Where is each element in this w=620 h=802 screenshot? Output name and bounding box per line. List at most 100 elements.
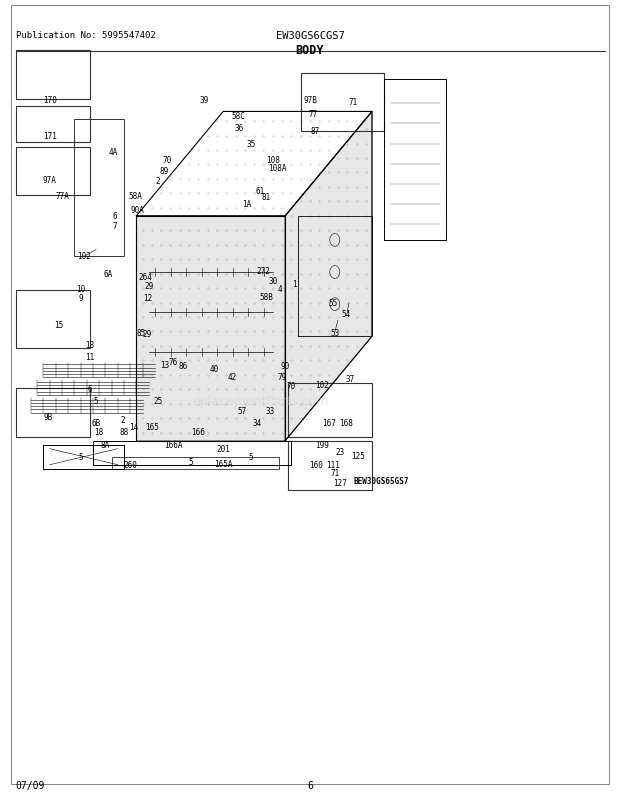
Text: 6: 6 [112,212,117,221]
Text: 76: 76 [169,358,178,367]
Text: 86: 86 [179,362,187,371]
Text: 58A: 58A [128,192,142,201]
Text: 81: 81 [262,192,271,202]
Text: 127: 127 [333,478,347,488]
Text: 71: 71 [330,468,339,478]
Text: 61: 61 [256,186,265,196]
Text: 8A: 8A [101,440,110,450]
Text: 58C: 58C [232,111,246,121]
Text: 88: 88 [120,427,128,436]
Text: 90A: 90A [131,205,144,215]
Text: 39: 39 [200,95,209,105]
Text: 40: 40 [210,364,218,374]
Text: 07/09: 07/09 [16,780,45,790]
Text: 170: 170 [43,95,56,105]
Text: 9: 9 [78,294,83,303]
Bar [16,51,90,100]
Text: 71: 71 [349,98,358,107]
Text: 2: 2 [156,176,161,186]
Text: 77: 77 [309,110,317,119]
Text: 171: 171 [43,132,56,141]
Text: 36: 36 [234,124,243,133]
Text: 30: 30 [268,276,277,286]
Text: 108: 108 [266,156,280,165]
Text: 2: 2 [120,415,125,425]
Text: 54: 54 [342,310,350,319]
Text: 199: 199 [316,440,329,450]
Text: 10: 10 [76,284,85,294]
Text: 70: 70 [163,156,172,165]
Text: 108A: 108A [268,164,287,173]
Text: 87: 87 [311,127,319,136]
Text: 23: 23 [335,447,344,456]
Text: 89: 89 [160,166,169,176]
Text: BEW30GS65GS7: BEW30GS65GS7 [353,476,409,485]
Text: 33: 33 [265,407,274,416]
Text: 42: 42 [228,372,237,382]
Bar [16,148,90,196]
Text: 264: 264 [139,272,153,282]
Text: 4A: 4A [109,148,118,157]
Text: 14: 14 [129,422,138,431]
Text: BODY: BODY [296,44,324,57]
Text: 15: 15 [55,320,63,330]
Text: 165A: 165A [214,459,232,468]
Text: 18: 18 [95,427,104,436]
Text: 13: 13 [160,360,169,370]
Text: 125: 125 [351,451,365,460]
Text: 29: 29 [143,329,151,338]
Text: 53: 53 [330,328,339,338]
Text: 90: 90 [281,362,290,371]
Text: 167: 167 [322,419,335,428]
Text: 12: 12 [143,294,152,303]
Text: 1A: 1A [242,200,251,209]
Text: 57: 57 [237,407,246,416]
Text: 97A: 97A [43,176,56,185]
Text: EW30GS6CGS7: EW30GS6CGS7 [276,30,344,40]
Text: eplacementParts.com: eplacementParts.com [192,395,329,407]
Text: 29: 29 [144,282,153,291]
Text: 166: 166 [192,427,205,436]
Text: 102: 102 [316,380,329,390]
Text: 6: 6 [307,780,313,790]
Text: 166A: 166A [164,440,183,450]
Bar [16,107,90,143]
Text: 272: 272 [257,266,270,276]
Text: 160: 160 [309,460,323,470]
Text: 168: 168 [339,419,353,428]
Text: 165: 165 [145,422,159,431]
Text: 58B: 58B [260,292,273,302]
Text: 5: 5 [78,452,83,462]
Text: 79: 79 [278,372,286,382]
Text: 13: 13 [86,340,94,350]
Text: 7: 7 [112,221,117,231]
Text: 5: 5 [94,396,99,406]
Bar [16,388,90,438]
Text: 5: 5 [249,452,254,462]
Text: 5: 5 [188,457,193,467]
Text: 4: 4 [278,284,283,294]
Text: 260: 260 [123,460,137,470]
Text: 77A: 77A [55,192,69,201]
Text: 102: 102 [77,252,91,261]
Text: 37: 37 [346,375,355,384]
Text: 201: 201 [216,444,230,454]
Text: 97B: 97B [303,95,317,105]
Text: 1: 1 [292,279,297,289]
Bar [301,74,384,132]
Text: 11: 11 [86,352,94,362]
Text: 34: 34 [253,419,262,428]
Text: 25: 25 [154,396,162,406]
Text: 85: 85 [137,328,146,338]
Text: 35: 35 [247,140,255,149]
Text: Publication No: 5995547402: Publication No: 5995547402 [16,30,155,39]
Text: 111: 111 [327,460,340,470]
Text: 9B: 9B [44,412,53,422]
Bar [16,291,90,349]
Text: 6A: 6A [104,269,113,279]
Polygon shape [136,112,372,441]
Text: 6B: 6B [92,418,100,427]
Text: 70: 70 [287,381,296,391]
Text: 6: 6 [87,384,92,394]
Bar [288,441,372,491]
